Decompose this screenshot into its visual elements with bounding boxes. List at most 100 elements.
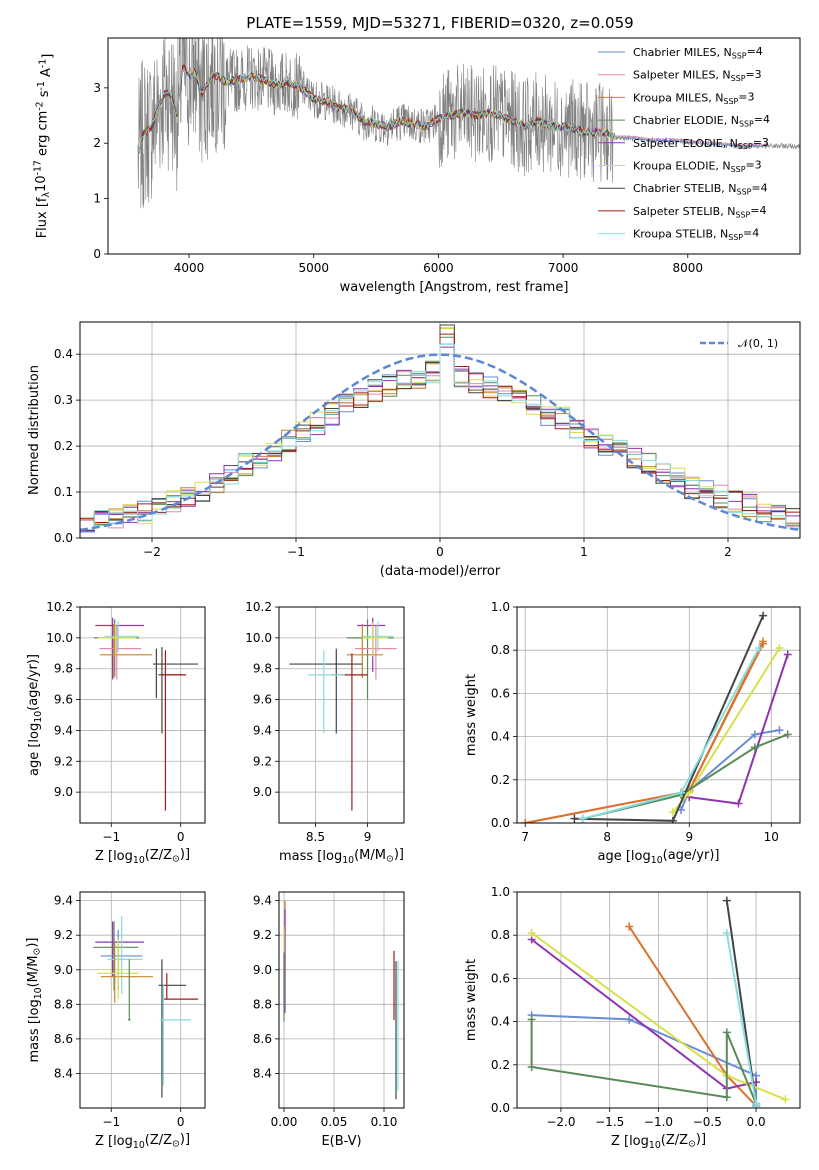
y-tick-label: 9.0 (54, 963, 73, 977)
x-tick-label: −1.5 (595, 1115, 624, 1129)
x-tick-label: 4000 (174, 261, 205, 275)
x-tick-label: 0.00 (271, 1115, 298, 1129)
axes-frame (278, 606, 405, 824)
x-tick-label: 0.05 (321, 1115, 348, 1129)
y-tick-label: 2 (93, 136, 101, 150)
x-tick-label: −2 (143, 545, 161, 559)
x-tick-label: 5000 (298, 261, 329, 275)
y-tick-label: 0.8 (491, 643, 510, 657)
y-tick-label: 0 (93, 247, 101, 261)
y-tick-label: 0.0 (54, 531, 73, 545)
x-axis-label: mass [log10​(M/M⊙​)] (279, 847, 404, 866)
y-tick-label: 10.0 (46, 631, 73, 645)
axes-frame (278, 891, 405, 1109)
x-tick-label: 0 (177, 1115, 185, 1129)
y-tick-label: 9.4 (54, 894, 73, 908)
y-tick-label: 9.0 (54, 785, 73, 799)
model-line-8 (138, 69, 616, 153)
legend-label: Chabrier ELODIE, NSSP​=4 (633, 113, 770, 128)
y-tick-label: 9.8 (253, 662, 272, 676)
axes-frame (79, 891, 206, 1109)
y-tick-label: 1 (93, 192, 101, 206)
y-tick-label: 0.6 (491, 686, 510, 700)
weight-marker (722, 929, 731, 938)
y-tick-label: 0.2 (491, 773, 510, 787)
weight-marker (783, 650, 792, 659)
weight-marker (722, 896, 731, 905)
x-tick-label: 7 (521, 830, 529, 844)
y-tick-label: 9.2 (253, 754, 272, 768)
weight-marker (734, 799, 743, 808)
axes-age_vs_Z: −1 0 9.0 9.2 9.4 9.6 9.8 10.0 10.2 Z [log10​(Z/Z⊙… (26, 600, 206, 866)
weight-marker (668, 816, 677, 823)
x-axis-label: age [log10​(age/yr)] (598, 848, 720, 866)
y-tick-label: 9.8 (54, 662, 73, 676)
weight-marker (775, 726, 784, 735)
x-tick-label: −2.0 (546, 1115, 575, 1129)
legend-label: Salpeter STELIB, NSSP​=4 (633, 204, 766, 219)
weight-marker (625, 922, 634, 931)
x-tick-label: 9 (364, 830, 372, 844)
x-tick-label: 0.0 (747, 1115, 766, 1129)
y-tick-label: 9.2 (54, 754, 73, 768)
axes-residuals: −2 −1 0 1 2 0.0 0.1 0.2 0.3 0.4 (data-model)/error… (27, 321, 801, 579)
weight-marker (752, 1101, 761, 1108)
weight-marker (759, 639, 768, 648)
weight-line-5 (582, 733, 789, 820)
y-tick-label: 9.0 (253, 963, 272, 977)
x-tick-label: 0.10 (371, 1115, 398, 1129)
spectrum-data-line (137, 38, 800, 209)
y-tick-label: 0.1 (54, 485, 73, 499)
weight-marker (781, 1095, 790, 1104)
y-axis-label: Normed distribution (27, 365, 42, 495)
figure-title: PLATE=1559, MJD=53271, FIBERID=0320, z=0… (246, 14, 633, 32)
x-tick-label: −1.0 (644, 1115, 673, 1129)
y-axis-label: mass [log10​(M/M⊙​)] (25, 938, 44, 1063)
y-tick-label: 8.8 (54, 997, 73, 1011)
weight-marker (625, 1015, 634, 1024)
x-tick-label: 6000 (423, 261, 454, 275)
y-axis-label: age [log10​(age/yr)] (26, 654, 44, 776)
y-tick-label: 8.6 (54, 1032, 73, 1046)
y-tick-label: 1.0 (491, 885, 510, 899)
x-tick-label: −0.5 (693, 1115, 722, 1129)
y-tick-label: 9.4 (253, 723, 272, 737)
legend-label: Chabrier STELIB, NSSP​=4 (633, 181, 768, 196)
axes-mass_vs_ebv: 0.00 0.05 0.10 8.4 8.6 8.8 9.0 9.2 9.4 E(B-V) (253, 891, 405, 1149)
weight-marker (759, 611, 768, 620)
x-tick-label: 8000 (673, 261, 704, 275)
weight-marker (527, 929, 536, 938)
x-tick-label: 9 (685, 830, 693, 844)
weight-marker (521, 819, 530, 823)
y-tick-label: 8.4 (253, 1066, 272, 1080)
y-axis-label: mass weight (464, 674, 479, 756)
x-tick-label: 8.5 (306, 830, 325, 844)
weight-marker (750, 730, 759, 739)
y-tick-label: 9.4 (253, 894, 272, 908)
x-tick-label: 8 (603, 830, 611, 844)
axes-weight_vs_age: 7 8 9 10 0.0 0.2 0.4 0.6 0.8 1.0 age [log10​(age/y… (464, 600, 801, 866)
model-line-6 (138, 65, 616, 153)
plot-area (80, 607, 205, 823)
y-axis-label: Flux [fλ​10-17​ erg cm-2​ s-1​ A-1​] (33, 54, 56, 239)
y-tick-label: 3 (93, 81, 101, 95)
plot-area (517, 892, 800, 1108)
axes-spectrum: 4000 5000 6000 7000 8000 0 1 2 3 wavelength [Angs… (33, 37, 801, 295)
weight-line-7 (582, 647, 760, 820)
x-tick-label: −1 (102, 1115, 120, 1129)
x-tick-label: −1 (102, 830, 120, 844)
x-tick-label: 0 (177, 830, 185, 844)
x-tick-label: 2 (724, 545, 732, 559)
y-tick-label: 8.8 (253, 997, 272, 1011)
y-axis-label: mass weight (464, 959, 479, 1041)
y-tick-label: 8.6 (253, 1032, 272, 1046)
y-tick-label: 0.4 (54, 347, 73, 361)
x-axis-label: wavelength [Angstrom, rest frame] (340, 280, 569, 295)
x-tick-label: 10 (764, 830, 779, 844)
y-tick-label: 0.2 (491, 1058, 510, 1072)
weight-marker (527, 1062, 536, 1071)
y-tick-label: 0.4 (491, 730, 510, 744)
x-axis-label: E(B-V) (321, 1134, 361, 1149)
weight-marker (570, 814, 579, 823)
legend-label: Salpeter ELODIE, NSSP​=3 (633, 136, 769, 151)
